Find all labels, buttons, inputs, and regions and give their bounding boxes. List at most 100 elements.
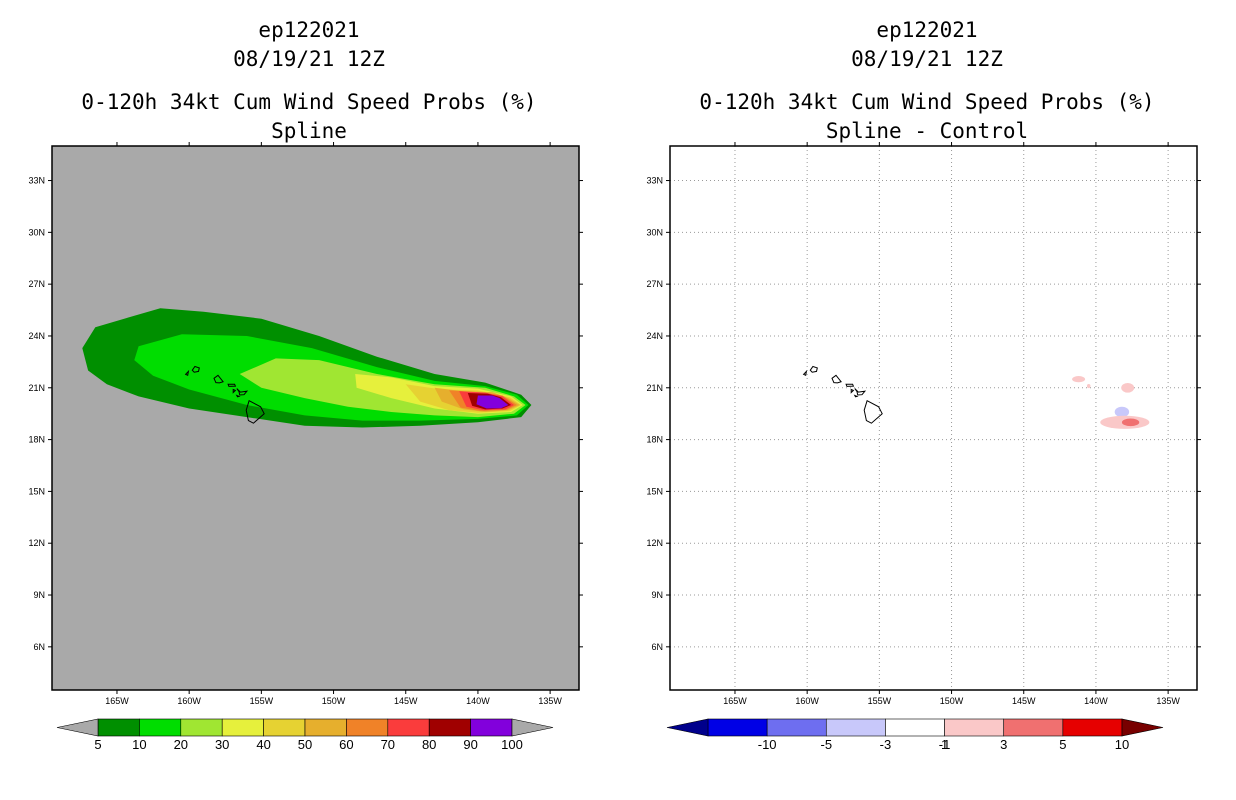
plot-frame bbox=[669, 145, 1198, 691]
lat-tick-label: 24N bbox=[646, 331, 663, 341]
lon-tick-label: 155W bbox=[868, 696, 892, 706]
left-map-chart: 33N 30N 27N 24N 21N 18N 15N 12N 9N 6N 165W 160W 155W… bbox=[28, 142, 583, 752]
colorbar-segment bbox=[707, 718, 768, 737]
lat-tick-label: 18N bbox=[646, 435, 663, 445]
lat-tick-label: 27N bbox=[28, 279, 45, 289]
colorbar-label: -10 bbox=[758, 737, 777, 752]
colorbar-label: 5 bbox=[1059, 737, 1066, 752]
colorbar-segment bbox=[304, 718, 347, 737]
lat-tick-label: 9N bbox=[651, 590, 663, 600]
lat-tick-label: 6N bbox=[651, 642, 663, 652]
island-coastline bbox=[809, 365, 818, 373]
colorbar-segment bbox=[346, 718, 389, 737]
colorbar-label: 60 bbox=[339, 737, 353, 752]
right-map-panel: ep122021 08/19/21 12Z 0-120h 34kt Cum Wi… bbox=[618, 0, 1236, 800]
colorbar-segment bbox=[470, 718, 513, 737]
right-storm-id: ep122021 bbox=[876, 18, 978, 42]
colorbar-label: 10 bbox=[132, 737, 146, 752]
colorbar-segment bbox=[1003, 718, 1064, 737]
island-coastline bbox=[854, 388, 867, 396]
lat-tick-label: 30N bbox=[646, 227, 663, 237]
island-coastline bbox=[191, 365, 200, 373]
right-map-chart: 33N 30N 27N 24N 21N 18N 15N 12N 9N 6N 165W 160W 155W… bbox=[646, 142, 1201, 752]
right-date: 08/19/21 12Z bbox=[851, 47, 1003, 71]
lat-tick-label: 21N bbox=[646, 383, 663, 393]
lon-tick-label: 150W bbox=[940, 696, 964, 706]
lon-tick-label: 135W bbox=[538, 696, 562, 706]
colorbar-segment bbox=[263, 718, 306, 737]
lat-tick-label: 33N bbox=[646, 176, 663, 186]
lat-tick-label: 6N bbox=[33, 642, 45, 652]
colorbar-extend-high bbox=[511, 718, 554, 737]
lon-tick-label: 140W bbox=[1084, 696, 1108, 706]
colorbar-label: -5 bbox=[821, 737, 833, 752]
right-subtitle: Spline - Control bbox=[825, 119, 1029, 143]
lon-tick-label: 160W bbox=[795, 696, 819, 706]
colorbar-segment bbox=[1062, 718, 1123, 737]
difference-region-1 bbox=[1086, 383, 1091, 389]
colorbar-label: 90 bbox=[463, 737, 477, 752]
colorbar-segment bbox=[221, 718, 264, 737]
colorbar-label: -3 bbox=[880, 737, 892, 752]
colorbar-label: 5 bbox=[94, 737, 101, 752]
plot-frame bbox=[51, 145, 580, 691]
left-date: 08/19/21 12Z bbox=[233, 47, 385, 71]
lon-tick-label: 165W bbox=[723, 696, 747, 706]
left-title: 0-120h 34kt Cum Wind Speed Probs (%) bbox=[81, 90, 537, 114]
lon-tick-label: 135W bbox=[1156, 696, 1180, 706]
lon-tick-label: 145W bbox=[1012, 696, 1036, 706]
island-coastline bbox=[213, 374, 224, 384]
island-coastline bbox=[853, 394, 859, 398]
lat-tick-label: 21N bbox=[28, 383, 45, 393]
colorbar-label: 10 bbox=[1115, 737, 1129, 752]
colorbar-label: -1 bbox=[939, 737, 951, 752]
island-coastline bbox=[227, 383, 237, 387]
probability-contour-90 bbox=[476, 395, 509, 409]
lat-tick-label: 33N bbox=[28, 176, 45, 186]
colorbar-segment bbox=[387, 718, 430, 737]
island-coastline bbox=[831, 374, 842, 384]
island-coastline bbox=[245, 399, 265, 424]
island-coastline bbox=[845, 383, 855, 387]
lat-tick-label: 18N bbox=[28, 435, 45, 445]
colorbar-label: 30 bbox=[215, 737, 229, 752]
lat-tick-label: 12N bbox=[28, 538, 45, 548]
colorbar-segment bbox=[944, 718, 1005, 737]
colorbar-label: 40 bbox=[256, 737, 270, 752]
colorbar-label: 50 bbox=[298, 737, 312, 752]
colorbar-label: 1 bbox=[941, 737, 948, 752]
colorbar-segment bbox=[180, 718, 223, 737]
lon-tick-label: 150W bbox=[322, 696, 346, 706]
lat-tick-label: 24N bbox=[28, 331, 45, 341]
colorbar-segment bbox=[428, 718, 471, 737]
island-coastline bbox=[232, 388, 237, 394]
island-coastline bbox=[802, 369, 808, 377]
lat-tick-label: 15N bbox=[646, 486, 663, 496]
colorbar-extend-low bbox=[666, 718, 709, 737]
island-coastline bbox=[235, 394, 241, 398]
lat-tick-label: 27N bbox=[646, 279, 663, 289]
colorbar-label: 20 bbox=[174, 737, 188, 752]
island-coastline bbox=[850, 388, 855, 394]
right-title: 0-120h 34kt Cum Wind Speed Probs (%) bbox=[699, 90, 1155, 114]
colorbar-segment bbox=[885, 718, 945, 737]
lat-tick-label: 30N bbox=[28, 227, 45, 237]
island-coastline bbox=[863, 399, 883, 424]
lon-tick-label: 165W bbox=[105, 696, 129, 706]
island-coastline bbox=[236, 388, 249, 396]
difference-region-1 bbox=[1072, 376, 1086, 383]
lon-tick-label: 145W bbox=[394, 696, 418, 706]
lat-tick-label: 9N bbox=[33, 590, 45, 600]
lon-tick-label: 140W bbox=[466, 696, 490, 706]
colorbar-extend-high bbox=[1121, 718, 1164, 737]
colorbar-segment bbox=[766, 718, 827, 737]
lat-tick-label: 15N bbox=[28, 486, 45, 496]
island-coastline bbox=[184, 369, 190, 377]
lon-tick-label: 160W bbox=[177, 696, 201, 706]
colorbar-label: 80 bbox=[422, 737, 436, 752]
colorbar-extend-low bbox=[56, 718, 99, 737]
colorbar-segment bbox=[139, 718, 182, 737]
difference-region-1 bbox=[1121, 382, 1135, 393]
colorbar-segment bbox=[825, 718, 886, 737]
left-map-panel: ep122021 08/19/21 12Z 0-120h 34kt Cum Wi… bbox=[28, 18, 583, 752]
